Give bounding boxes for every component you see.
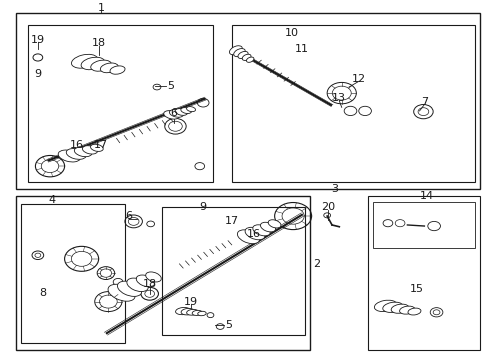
- Ellipse shape: [244, 227, 264, 240]
- Ellipse shape: [58, 150, 80, 162]
- Ellipse shape: [82, 146, 97, 154]
- Text: 2: 2: [312, 259, 319, 269]
- Ellipse shape: [407, 308, 420, 315]
- Ellipse shape: [71, 54, 98, 68]
- Bar: [16, 13, 479, 189]
- Text: 15: 15: [409, 284, 423, 294]
- Bar: [16, 197, 309, 350]
- Ellipse shape: [110, 66, 125, 74]
- Text: 9: 9: [34, 68, 41, 78]
- Bar: [28, 26, 212, 182]
- Ellipse shape: [91, 60, 111, 71]
- Text: 17: 17: [94, 140, 108, 150]
- Ellipse shape: [186, 309, 198, 315]
- Text: 14: 14: [419, 192, 433, 202]
- Ellipse shape: [175, 307, 190, 315]
- Ellipse shape: [229, 46, 242, 55]
- Text: 8: 8: [39, 288, 46, 298]
- Text: 17: 17: [225, 216, 239, 226]
- Text: 5: 5: [225, 320, 232, 330]
- Ellipse shape: [186, 107, 195, 112]
- Text: 5: 5: [167, 81, 174, 91]
- Text: 9: 9: [199, 202, 206, 212]
- Text: 19: 19: [183, 297, 198, 307]
- Ellipse shape: [252, 225, 270, 236]
- Text: 16: 16: [70, 140, 83, 150]
- Ellipse shape: [390, 304, 408, 313]
- Text: 10: 10: [285, 27, 299, 37]
- Text: 3: 3: [330, 184, 337, 194]
- Text: 19: 19: [31, 35, 45, 45]
- Ellipse shape: [126, 278, 148, 292]
- Ellipse shape: [399, 306, 414, 314]
- Bar: [232, 26, 474, 182]
- Ellipse shape: [246, 57, 253, 62]
- Text: 18: 18: [142, 279, 157, 289]
- Ellipse shape: [66, 149, 86, 159]
- Ellipse shape: [145, 272, 161, 282]
- Text: 13: 13: [332, 94, 346, 103]
- Bar: [372, 202, 474, 248]
- Ellipse shape: [136, 275, 154, 287]
- Ellipse shape: [238, 51, 247, 59]
- Bar: [21, 204, 125, 343]
- Text: 6: 6: [125, 211, 132, 221]
- Ellipse shape: [181, 309, 194, 315]
- Text: 11: 11: [294, 44, 308, 54]
- Ellipse shape: [74, 147, 92, 157]
- Text: 6: 6: [170, 108, 177, 118]
- Ellipse shape: [374, 300, 396, 312]
- Text: 20: 20: [321, 202, 334, 212]
- Ellipse shape: [197, 311, 206, 316]
- Bar: [162, 207, 305, 336]
- Ellipse shape: [267, 220, 281, 228]
- Ellipse shape: [163, 111, 179, 119]
- Text: 1: 1: [98, 3, 104, 13]
- Ellipse shape: [181, 108, 191, 113]
- Ellipse shape: [175, 109, 187, 115]
- Ellipse shape: [233, 49, 244, 57]
- Text: 4: 4: [49, 195, 56, 205]
- Ellipse shape: [242, 54, 250, 60]
- Text: 12: 12: [351, 74, 365, 84]
- Ellipse shape: [108, 284, 135, 301]
- Ellipse shape: [117, 281, 142, 296]
- Bar: [368, 197, 479, 350]
- Ellipse shape: [81, 57, 104, 70]
- Text: 7: 7: [420, 97, 427, 107]
- Text: 18: 18: [91, 38, 105, 48]
- Ellipse shape: [100, 63, 118, 73]
- Ellipse shape: [90, 144, 103, 152]
- Ellipse shape: [382, 302, 402, 312]
- Ellipse shape: [192, 310, 202, 315]
- Text: 16: 16: [247, 229, 261, 239]
- Ellipse shape: [260, 222, 275, 232]
- Ellipse shape: [237, 230, 259, 244]
- Ellipse shape: [169, 110, 183, 117]
